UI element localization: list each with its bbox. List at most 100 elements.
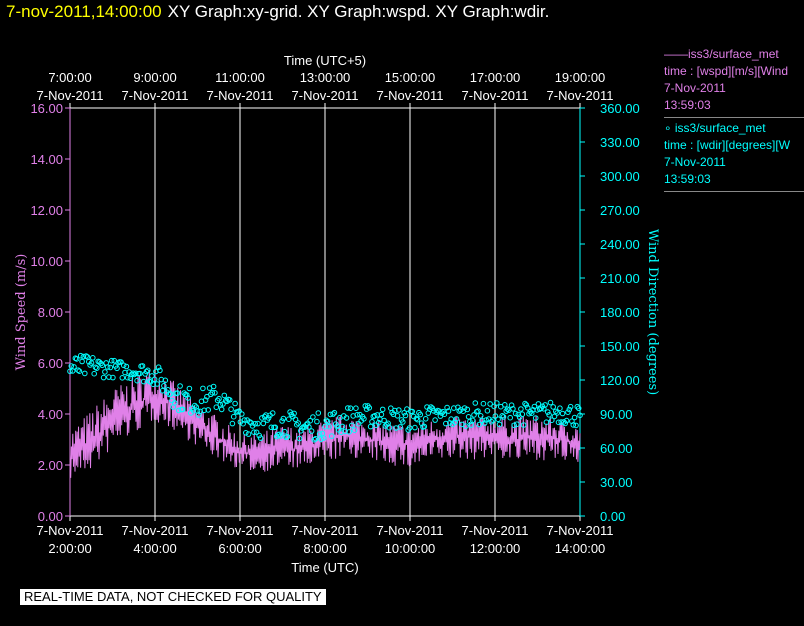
wdir-point xyxy=(550,404,557,410)
wdir-point xyxy=(151,376,158,383)
wdir-point xyxy=(161,383,167,389)
wdir-point xyxy=(445,408,452,414)
wdir-point xyxy=(229,420,236,427)
wdir-point xyxy=(557,405,563,412)
wdir-point xyxy=(133,370,139,377)
y-left-tick-label: 0.00 xyxy=(38,509,63,524)
wdir-point xyxy=(68,363,75,369)
wdir-point xyxy=(452,419,459,426)
wdir-point xyxy=(331,409,338,416)
wdir-point xyxy=(118,359,124,365)
y-right-axis-label: Wind Direction (degrees) xyxy=(645,229,660,395)
wdir-point xyxy=(531,403,538,410)
wdir-point xyxy=(444,404,450,411)
wdir-point xyxy=(518,406,524,412)
x-top-tick-time: 15:00:00 xyxy=(385,70,436,85)
wdir-point xyxy=(396,407,402,413)
x-bottom-tick-date: 7-Nov-2011 xyxy=(292,523,359,538)
wdir-point xyxy=(218,406,225,413)
wdir-point xyxy=(212,390,218,396)
wdir-point xyxy=(441,411,448,418)
wdir-point xyxy=(99,362,105,369)
wdir-point xyxy=(566,406,573,413)
wdir-point xyxy=(516,414,523,421)
wdir-point xyxy=(90,355,96,361)
x-top-tick-date: 7-Nov-2011 xyxy=(122,88,189,103)
wdir-point xyxy=(500,414,507,420)
wdir-point xyxy=(494,400,500,406)
wdir-point xyxy=(547,399,554,406)
wdir-point xyxy=(468,422,475,428)
x-top-tick-date: 7-Nov-2011 xyxy=(377,88,444,103)
wdir-point xyxy=(562,420,569,427)
wdir-point xyxy=(201,407,207,414)
wdir-point xyxy=(167,391,174,397)
wdir-point xyxy=(130,370,136,377)
x-bottom-tick-time: 8:00:00 xyxy=(303,541,346,556)
wdir-point xyxy=(345,405,351,411)
wdir-point xyxy=(96,359,103,365)
wdir-point xyxy=(512,410,519,417)
wdir-point xyxy=(477,413,484,419)
x-top-tick-date: 7-Nov-2011 xyxy=(547,88,614,103)
wdir-point xyxy=(481,420,488,426)
wdir-point xyxy=(137,370,143,377)
wdir-point xyxy=(86,358,92,365)
wdir-point xyxy=(553,408,559,415)
wdir-point xyxy=(510,406,516,412)
timestamp: 7-nov-2011,14:00:00 xyxy=(6,2,162,21)
y-right-tick-label: 60.00 xyxy=(600,441,633,456)
wdir-point xyxy=(226,397,233,403)
wdir-point xyxy=(239,411,245,417)
wdir-point xyxy=(422,416,429,422)
wdir-point xyxy=(511,422,518,429)
y-left-tick-label: 4.00 xyxy=(38,407,63,422)
wdir-point xyxy=(155,364,162,371)
wdir-point xyxy=(141,378,147,385)
wdir-point xyxy=(114,365,120,372)
wdir-point xyxy=(413,415,420,422)
wdir-point xyxy=(555,419,562,426)
legend-entry-wspd: ——iss3/surface_met time : [wspd][m/s][Wi… xyxy=(664,46,804,114)
wdir-point xyxy=(210,383,217,390)
y-right-tick-label: 0.00 xyxy=(600,509,625,524)
wdir-point xyxy=(77,352,84,359)
wdir-point xyxy=(515,411,522,418)
wdir-point xyxy=(414,416,421,423)
x-top-tick-time: 11:00:00 xyxy=(215,70,265,85)
x-bottom-tick-time: 14:00:00 xyxy=(555,541,606,556)
wdir-point xyxy=(171,400,178,406)
x-bottom-tick-date: 7-Nov-2011 xyxy=(37,523,104,538)
wdir-point xyxy=(328,433,335,439)
wdir-point xyxy=(295,420,302,426)
y-right-tick-label: 240.00 xyxy=(600,237,640,252)
wdir-point xyxy=(82,370,88,377)
wdir-point xyxy=(545,409,551,415)
wdir-point xyxy=(106,374,112,380)
legend-wdir-marker: ∘ xyxy=(664,121,672,135)
wdir-point xyxy=(131,371,138,378)
legend-wspd-marker: —— xyxy=(664,47,688,61)
wdir-point xyxy=(543,419,550,426)
wdir-point xyxy=(299,425,306,431)
wdir-point xyxy=(241,417,248,423)
wdir-point xyxy=(190,407,197,414)
wdir-point xyxy=(400,419,406,425)
wdir-point xyxy=(334,423,340,430)
wdir-point xyxy=(320,435,327,441)
wdir-point xyxy=(292,416,299,423)
wdir-point xyxy=(490,417,496,423)
wdir-point xyxy=(322,424,328,430)
wdir-point xyxy=(491,403,497,410)
wdir-point xyxy=(192,402,198,409)
wdir-point xyxy=(401,410,408,416)
x-top-tick-date: 7-Nov-2011 xyxy=(37,88,104,103)
x-top-tick-time: 17:00:00 xyxy=(470,70,521,85)
x-top-tick-time: 19:00:00 xyxy=(555,70,606,85)
wdir-point xyxy=(84,354,91,360)
wdir-point xyxy=(174,390,181,396)
wdir-point xyxy=(143,368,150,375)
wdir-point xyxy=(259,415,265,421)
wdir-point xyxy=(483,417,489,423)
wdir-point xyxy=(232,400,238,407)
